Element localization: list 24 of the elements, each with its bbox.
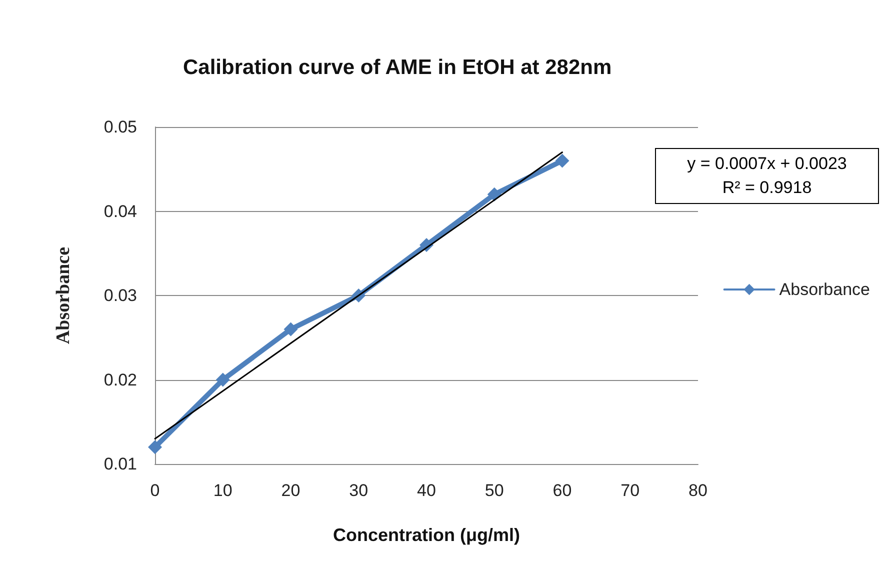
x-tick-label: 10 bbox=[213, 481, 232, 500]
y-tick-label: 0.01 bbox=[104, 454, 137, 474]
point bbox=[284, 322, 298, 336]
chart-title: Calibration curve of AME in EtOH at 282nm bbox=[183, 56, 612, 79]
y-tick-label: 0.03 bbox=[104, 286, 137, 305]
legend-label: Absorbance bbox=[779, 280, 870, 299]
x-tick-label: 20 bbox=[281, 481, 300, 500]
x-tick-label: 60 bbox=[552, 481, 572, 500]
x-tick-label: 30 bbox=[349, 481, 368, 500]
y-axis-title: Absorbance bbox=[53, 246, 74, 344]
y-tick-label: 0.02 bbox=[104, 370, 137, 390]
x-tick-label: 40 bbox=[417, 481, 436, 500]
point bbox=[148, 440, 162, 454]
annotation: y = 0.0007x + 0.0023 bbox=[686, 153, 848, 175]
x-tick-label: 0 bbox=[150, 481, 160, 500]
y-tick-label: 0.05 bbox=[104, 118, 137, 136]
point bbox=[555, 154, 570, 168]
x-axis-title: Concentration (μg/ml) bbox=[332, 525, 520, 545]
x-tick-label: 70 bbox=[620, 481, 640, 500]
equation-box: y = 0.0007x + 0.0023 R² = 0.9918 bbox=[655, 148, 879, 204]
x-tick-label: 50 bbox=[484, 481, 504, 500]
y-tick-label: 0.04 bbox=[104, 202, 137, 221]
x-tick-label: 80 bbox=[688, 481, 708, 500]
point bbox=[216, 372, 230, 387]
